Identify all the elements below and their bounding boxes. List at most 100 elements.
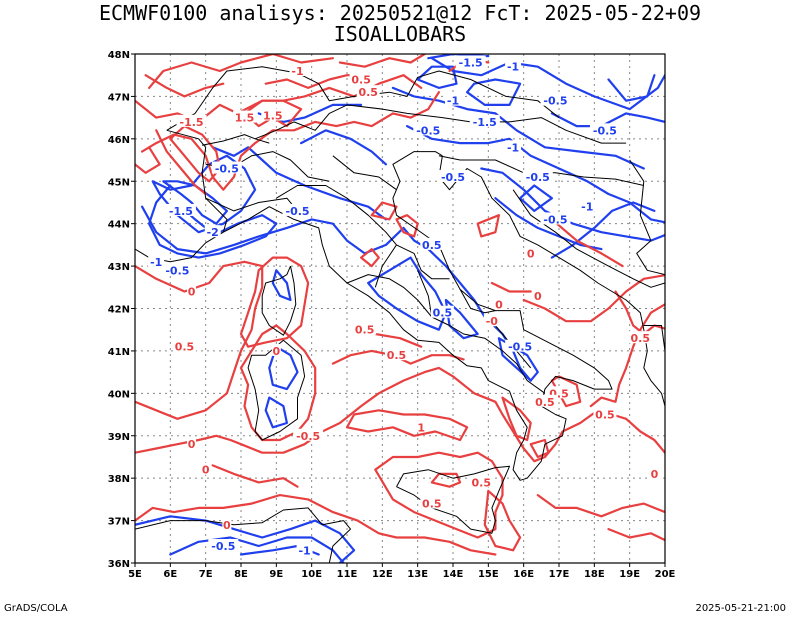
coastline-segment [247,339,306,441]
contour-label-bg [271,343,281,356]
isallobar-contour [589,303,665,408]
coastline-segment [254,104,627,144]
contour-label: 0.5 [175,341,195,354]
isallobar-contour [607,74,656,102]
contour-label-bg [494,297,504,310]
isallobar-contour [268,345,299,391]
contour-label-bg [593,407,617,420]
lon-tick-label: 20E [655,569,676,580]
isallobar-contour [135,494,497,556]
contour-label-bg [579,199,596,212]
isallobar-contour [519,184,553,212]
coastline-segment [459,289,496,314]
isallobar-contour [430,57,665,111]
contour-label: 0 [223,519,231,532]
contour-label: -0.5 [416,124,440,137]
coastline-segment [512,189,665,288]
contour-label-bg [384,348,408,361]
lat-tick-label: 41N [108,347,130,358]
isallobar-contour [141,91,440,191]
contour-label: -1.5 [473,116,497,129]
latitude-axis: 36N 37N 38N 39N 40N 41N 42N 43N 44N 45N 46N 47N 48N [108,50,135,570]
isallobar-contour [430,472,462,488]
contour-label-bg [289,63,306,76]
contour-label-bg [505,59,522,72]
contour-label-bg [162,263,193,276]
coastline-segment [223,151,613,481]
coastline-segment [396,244,450,280]
contour-label: 0.5 [422,239,442,252]
isallobar-contour [141,205,532,382]
contour-label: -1 [298,544,310,557]
isallobar-contour [148,54,334,89]
isallobar-contour [211,146,387,221]
isallobar-contour [345,409,469,442]
isallobar-contour [338,54,426,68]
isallobar-contour [135,366,665,463]
contour-label-bg [211,161,242,174]
contour-label: -1.5 [459,56,483,69]
lon-tick-label: 5E [128,569,142,580]
contour-label: 0.5 [472,476,492,489]
lon-tick-label: 16E [513,569,534,580]
contour-label-bg [296,543,313,556]
contour-label-bg [526,246,536,259]
isallobar-contour [614,290,665,336]
isallobar-contour [271,269,292,302]
isallobar-contour [536,494,665,518]
contour-label: 0 [527,247,535,260]
contour-label: -0.5 [441,171,465,184]
contour-label-bg [204,225,221,238]
isallobar-map: -10.50.5-1.5 1.5 1.5-1.5 -1-0.5-0.5-1-1.5-0… [108,50,676,580]
isallobar-contour [374,332,423,348]
lon-tick-label: 18E [584,569,605,580]
coastline-segment [629,159,665,276]
isallobar-contour [550,112,665,128]
contour-label: -0.5 [165,264,189,277]
map-subtitle: ISOALLOBARS [333,22,467,46]
isallobar-contour [501,396,532,442]
lat-tick-label: 45N [108,177,130,188]
isallobar-contour [155,129,207,196]
contour-label: -1.5 [180,116,204,129]
contour-label-bg [349,72,373,85]
contour-label: 0.5 [358,86,378,99]
contour-label: -1 [447,95,459,108]
contour-label-bg [416,420,426,433]
contour-label-bg [522,170,553,183]
isallobar-contour [427,54,490,60]
map-title: ECMWF0100 analisys: 20250521@12 FcT: 202… [98,1,702,25]
contour-label-bg [420,237,444,250]
isallobar-contour [607,528,665,542]
contour-label-bg [356,85,380,98]
contour-label: -1 [507,141,519,154]
lon-tick-label: 19E [619,569,640,580]
contour-label: -0.5 [593,124,617,137]
lon-tick-label: 14E [443,569,464,580]
isallobar-contour [522,274,665,323]
lat-tick-label: 48N [108,50,130,61]
isallobar-contour [360,248,380,268]
coastline-segment [417,270,546,394]
contour-label-bg [649,466,659,479]
contour-label-bg [628,331,652,344]
contour-label: -0.5 [211,540,235,553]
coastline-segment [135,231,224,263]
isallobar-contour [374,451,504,539]
contour-label-bg [353,322,377,335]
contour-label-bg [505,140,522,153]
isallobar-contour [239,256,310,348]
contour-label-bg [282,203,313,216]
lon-tick-label: 9E [269,569,283,580]
lat-tick-label: 42N [108,305,130,316]
isallobar-contour [494,197,603,251]
lat-tick-label: 37N [108,517,130,528]
coastline-segment [166,66,560,131]
coastline-segment [346,274,433,318]
isallobar-contour [550,218,624,268]
contour-label-bg [430,305,454,318]
isallobar-contour [162,180,228,225]
lat-tick-label: 44N [108,220,130,231]
lon-tick-label: 15E [478,569,499,580]
lon-tick-label: 11E [337,569,358,580]
